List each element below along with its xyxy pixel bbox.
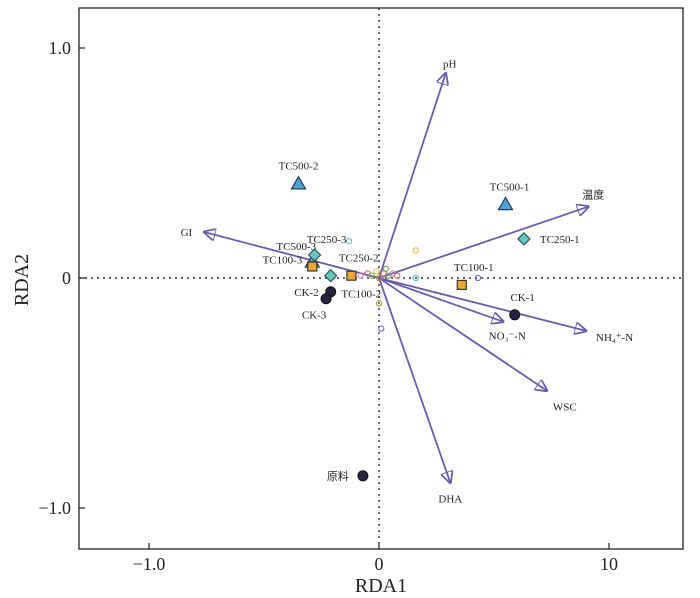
minor-marker: [375, 274, 383, 282]
arrow-3: [378, 277, 503, 322]
sample-label: TC500-2: [279, 161, 319, 173]
sample-marker: [517, 232, 531, 246]
sample-label: TC250-1: [540, 234, 580, 246]
arrow-6: [378, 277, 450, 483]
arrow-0: [378, 73, 446, 279]
x-tick-label: 10: [600, 554, 618, 574]
arrow-label: DHA: [438, 494, 462, 506]
arrow-label: GI: [181, 227, 193, 239]
minor-marker: [394, 272, 401, 279]
y-tick-label: −1.0: [38, 498, 71, 518]
sample-marker: [323, 268, 338, 283]
minor-marker: [412, 247, 419, 254]
x-ticks: −1.0 0 10: [133, 543, 618, 574]
y-tick-label: 0: [62, 268, 71, 288]
arrow-1: [378, 207, 588, 279]
minor-marker: [474, 274, 482, 282]
environmental-arrows: pH 温度 GI NO₃⁻-N NH₄⁺-N WSC DHA: [181, 58, 634, 505]
sample-label: CK-1: [510, 292, 534, 304]
minor-marker: [373, 267, 380, 275]
sample-marker: [497, 196, 514, 211]
arrow-label: NH₄⁺-N: [596, 332, 633, 344]
arrow-4: [378, 277, 586, 331]
minor-marker: [345, 238, 353, 245]
minor-marker: [382, 265, 390, 272]
sample-label: CK-2: [294, 287, 318, 299]
minor-marker: [412, 274, 419, 282]
y-axis-title: RDA2: [11, 254, 33, 306]
sample-marker: [320, 293, 332, 305]
arrow-label: NO₃⁻-N: [489, 331, 526, 343]
sample-marker: [290, 175, 307, 190]
y-ticks: 1.0 0 −1.0: [38, 38, 85, 518]
sample-labels: TC500-2 TC500-1 TC500-3 TC250-1 TC250-3 TC250…: [263, 161, 580, 483]
minor-marker: [378, 325, 385, 332]
x-tick-label: −1.0: [133, 554, 166, 574]
y-tick-label: 1.0: [49, 38, 72, 58]
sample-marker: [346, 270, 357, 281]
sample-points: [290, 175, 531, 482]
minor-markers: [345, 238, 482, 332]
arrow-label: WSC: [553, 402, 577, 414]
minor-marker: [357, 272, 364, 279]
sample-label: TC100-1: [454, 262, 494, 274]
sample-marker: [509, 309, 521, 321]
arrow-label: 温度: [582, 188, 604, 202]
x-axis-title: RDA1: [355, 575, 407, 597]
x-tick-label: 0: [375, 554, 384, 574]
sample-label: TC100-2: [341, 289, 381, 301]
sample-label: TC250-3: [307, 234, 347, 246]
minor-marker: [375, 300, 383, 307]
sample-label: 原料: [327, 469, 349, 483]
sample-marker: [307, 248, 322, 262]
sample-marker: [307, 261, 318, 272]
arrow-2: [204, 232, 380, 279]
sample-label: TC100-3: [263, 255, 303, 267]
arrow-label: pH: [443, 58, 457, 70]
sample-label: TC250-2: [339, 253, 379, 265]
sample-label: TC500-1: [490, 181, 530, 193]
sample-marker: [357, 470, 369, 482]
sample-label: CK-3: [302, 310, 327, 322]
sample-marker: [456, 279, 467, 290]
sample-label: TC500-3: [276, 241, 316, 253]
minor-marker: [368, 272, 376, 279]
arrow-5: [378, 277, 547, 391]
